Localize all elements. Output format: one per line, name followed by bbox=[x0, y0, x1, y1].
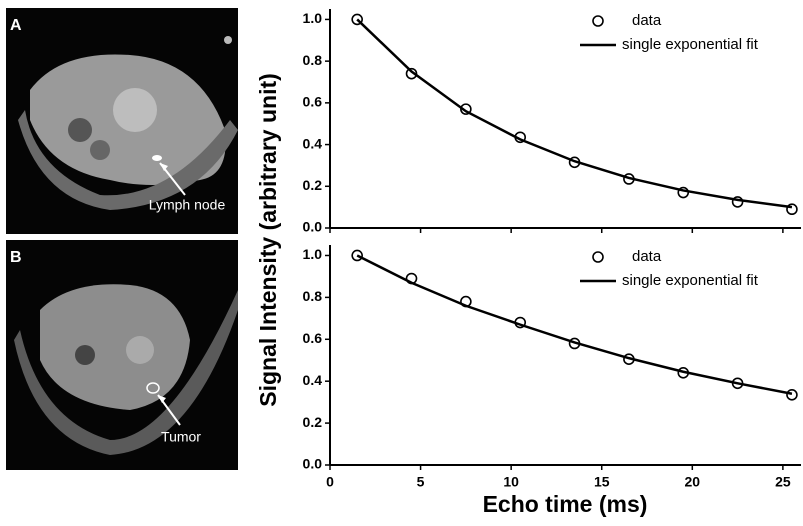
image-annotation: Lymph node bbox=[149, 197, 226, 213]
y-tick-label: 0.6 bbox=[303, 330, 323, 346]
y-tick-label: 0.0 bbox=[303, 219, 323, 235]
x-tick-label: 5 bbox=[417, 474, 425, 490]
data-point bbox=[351, 249, 363, 262]
x-tick-label: 10 bbox=[503, 474, 519, 490]
y-tick-label: 1.0 bbox=[303, 246, 323, 262]
legend-label: single exponential fit bbox=[622, 272, 759, 289]
data-point bbox=[786, 389, 798, 401]
data-point bbox=[351, 13, 363, 26]
y-tick-label: 0.6 bbox=[303, 94, 323, 110]
y-tick-label: 0.8 bbox=[303, 288, 323, 304]
y-tick-label: 1.0 bbox=[303, 10, 323, 26]
data-point bbox=[786, 203, 798, 216]
x-tick-label: 25 bbox=[775, 474, 791, 490]
panel-letter: B bbox=[10, 249, 22, 266]
legend-marker bbox=[592, 251, 604, 263]
x-tick-label: 15 bbox=[594, 474, 610, 490]
y-tick-label: 0.0 bbox=[303, 456, 323, 472]
data-point bbox=[405, 67, 418, 80]
x-tick-label: 0 bbox=[326, 474, 334, 490]
legend-marker bbox=[592, 15, 604, 27]
legend-label: data bbox=[632, 12, 662, 29]
fit-line bbox=[356, 18, 793, 209]
data-point bbox=[460, 103, 472, 115]
x-axis-label: Echo time (ms) bbox=[483, 491, 648, 517]
y-tick-label: 0.4 bbox=[303, 135, 323, 151]
panel-letter: A bbox=[10, 17, 22, 34]
mri-image-a bbox=[6, 8, 238, 234]
y-tick-label: 0.2 bbox=[303, 177, 323, 193]
fit-line bbox=[356, 254, 793, 395]
image-annotation: Tumor bbox=[161, 429, 201, 445]
legend-label: single exponential fit bbox=[622, 36, 759, 53]
data-point bbox=[731, 196, 744, 208]
y-tick-label: 0.2 bbox=[303, 414, 323, 430]
x-tick-label: 20 bbox=[685, 474, 701, 490]
y-tick-label: 0.8 bbox=[303, 52, 323, 68]
y-axis-label: Signal Intensity (arbitrary unit) bbox=[255, 73, 281, 407]
mri-image-b bbox=[6, 240, 238, 470]
legend-label: data bbox=[632, 248, 662, 265]
y-tick-label: 0.4 bbox=[303, 372, 323, 388]
